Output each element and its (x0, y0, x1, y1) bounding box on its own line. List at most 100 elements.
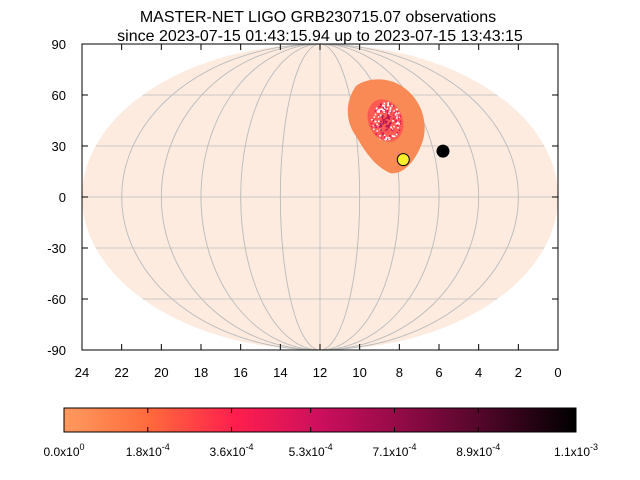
y-tick-label: 60 (52, 88, 66, 103)
probability-pixel (395, 108, 398, 111)
y-tick-label: -90 (47, 343, 66, 358)
chart-title: MASTER-NET LIGO GRB230715.07 observation… (140, 9, 496, 26)
x-tick-label: 6 (435, 365, 442, 380)
colorbar-tick-label: 5.3x10-4 (289, 442, 333, 459)
probability-pixel (382, 104, 384, 107)
probability-pixel (391, 135, 394, 137)
probability-pixel (382, 115, 384, 117)
probability-pixel (382, 133, 384, 136)
probability-pixel (383, 102, 385, 105)
probability-pixel (371, 125, 373, 128)
x-tick-label: 10 (352, 365, 366, 380)
probability-pixel (387, 112, 389, 114)
probability-pixel (380, 108, 383, 110)
probability-pixel (383, 122, 385, 124)
y-tick-label: 30 (52, 139, 66, 154)
colorbar-tick-label: 1.8x10-4 (126, 442, 170, 459)
probability-pixel (392, 105, 395, 107)
probability-pixel (383, 105, 385, 107)
probability-pixel (379, 105, 381, 108)
probability-pixel (371, 119, 373, 121)
probability-pixel (390, 135, 392, 138)
probability-pixel (387, 102, 389, 104)
coordinate-grid (82, 44, 558, 350)
probability-pixel (386, 117, 389, 119)
grid-meridian (160, 44, 480, 350)
probability-pixel (389, 110, 391, 113)
probability-pixel (397, 121, 399, 123)
probability-pixel (396, 122, 399, 125)
probability-pixel (386, 120, 388, 123)
probability-pixel (380, 110, 382, 112)
probability-pixel (380, 129, 382, 131)
probability-pixel (377, 111, 379, 113)
probability-pixel (394, 114, 397, 116)
probability-pixel (376, 123, 378, 126)
colorbar-tick-label: 8.9x10-4 (456, 442, 500, 459)
probability-pixel (397, 117, 400, 120)
probability-pixel (379, 124, 382, 127)
probability-pixel (395, 121, 397, 123)
probability-pixel (393, 135, 396, 138)
colorbar-tick-label: 3.6x10-4 (210, 442, 254, 459)
probability-pixel (395, 116, 397, 118)
x-tick-label: 0 (554, 365, 561, 380)
probability-pixel (376, 110, 379, 112)
colorbar-ticks: 0.0x100 1.8x10-4 3.6x10-4 5.3x10-4 7.1x10-4 8… (43, 408, 598, 459)
probability-pixel (399, 122, 402, 125)
probability-pixel (372, 125, 374, 127)
probability-pixel (370, 122, 373, 125)
probability-pixel (395, 122, 398, 125)
probability-pixel (384, 120, 387, 123)
probability-pixel (392, 120, 394, 122)
probability-pixel (390, 128, 393, 131)
probability-pixel (392, 135, 395, 137)
probability-pixel (373, 116, 376, 118)
probability-pixel (387, 104, 390, 107)
probability-pixel (396, 124, 399, 127)
probability-pixel (397, 120, 399, 123)
probability-pixel (386, 110, 389, 112)
localization-region (347, 79, 425, 174)
probability-pixel (386, 138, 388, 141)
probability-pixel (395, 119, 397, 122)
probability-pixel (383, 108, 386, 110)
x-tick-label: 20 (154, 365, 168, 380)
probability-pixel (388, 112, 390, 115)
probability-pixel (382, 122, 384, 125)
probability-pixel (399, 120, 402, 123)
probability-pixel (389, 122, 391, 125)
probability-pixel (378, 120, 380, 123)
chart-subtitle: since 2023-07-15 01:43:15.94 up to 2023-… (117, 28, 523, 45)
probability-pixel (382, 132, 385, 134)
probability-pixel (386, 108, 388, 110)
probability-pixel (379, 123, 382, 125)
probability-pixel (378, 126, 380, 128)
probability-pixel (386, 114, 389, 117)
probability-pixel (376, 130, 379, 132)
y-tick-label: -60 (47, 292, 66, 307)
probability-pixel (386, 128, 388, 131)
probability-pixel (385, 122, 387, 124)
probability-pixel (389, 116, 391, 118)
x-tick-label: 22 (114, 365, 128, 380)
markers (396, 144, 450, 167)
probability-pixel (391, 129, 394, 131)
probability-pixel (376, 109, 378, 111)
probability-pixel (373, 128, 375, 131)
y-tick-label: 90 (52, 37, 66, 52)
probability-pixel (387, 115, 389, 118)
colorbar-tick-label: 7.1x10-4 (372, 442, 416, 459)
probability-pixel (385, 138, 387, 140)
probability-pixel (378, 106, 380, 108)
probability-pixel (379, 108, 382, 111)
probability-pixel (383, 134, 386, 137)
probability-pixel (378, 115, 381, 118)
probability-pixel (382, 118, 384, 121)
probability-pixel (395, 133, 398, 136)
x-tick-label: 16 (233, 365, 247, 380)
probability-pixel (380, 103, 383, 106)
grid-meridian (240, 44, 400, 350)
